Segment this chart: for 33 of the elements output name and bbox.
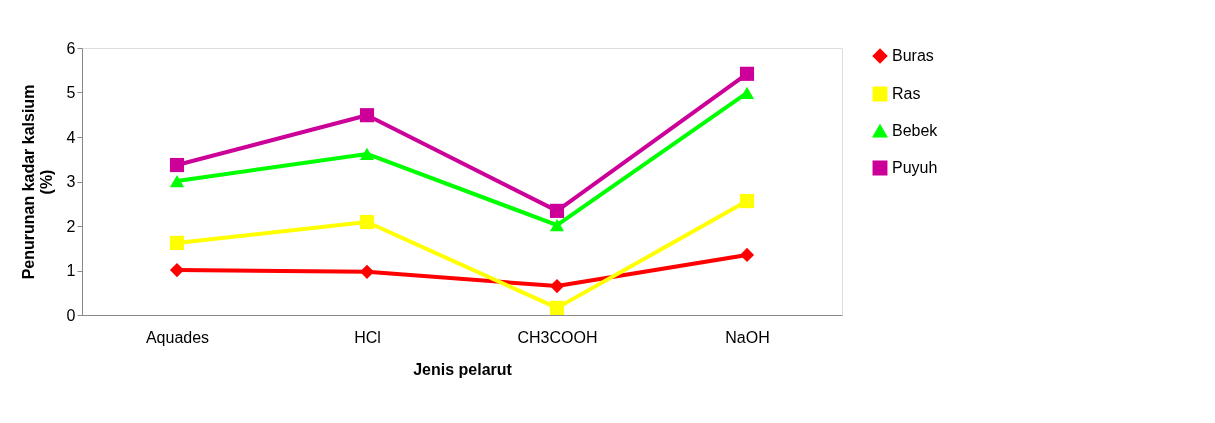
point xyxy=(359,214,375,230)
x-tick-label: CH3COOH xyxy=(517,328,598,346)
legend-label: Ras xyxy=(892,85,921,102)
y-tick-label: 1 xyxy=(66,262,76,279)
y-tick-label: 6 xyxy=(66,39,76,57)
x-tick-label: HCl xyxy=(354,328,381,346)
x-tick-label: Aquades xyxy=(145,328,210,346)
y-tick-label: 3 xyxy=(66,173,76,190)
point xyxy=(359,108,375,123)
point xyxy=(739,247,755,262)
point xyxy=(169,157,185,173)
point xyxy=(549,279,565,294)
legend-label: Bebek xyxy=(892,122,939,139)
point xyxy=(549,300,565,315)
point xyxy=(169,235,185,250)
point xyxy=(739,86,755,100)
point xyxy=(169,262,185,278)
y-tick-label: 5 xyxy=(66,84,76,101)
point xyxy=(549,218,565,232)
x-axis-title: Jenis pelarut xyxy=(413,360,513,378)
point xyxy=(359,147,375,161)
y-tick-label: 4 xyxy=(66,128,76,146)
point xyxy=(359,264,375,279)
point xyxy=(739,194,755,209)
point xyxy=(169,174,185,188)
point xyxy=(549,203,565,218)
x-tick-label: NaOH xyxy=(725,328,770,346)
legend-label: Buras xyxy=(892,47,934,64)
point xyxy=(739,66,755,81)
legend-label: Puyuh xyxy=(892,159,938,176)
y-axis-title: Penurunan kadar kalsium (%) xyxy=(19,84,55,280)
y-tick-label: 2 xyxy=(66,217,76,235)
y-tick-label: 0 xyxy=(66,306,76,324)
